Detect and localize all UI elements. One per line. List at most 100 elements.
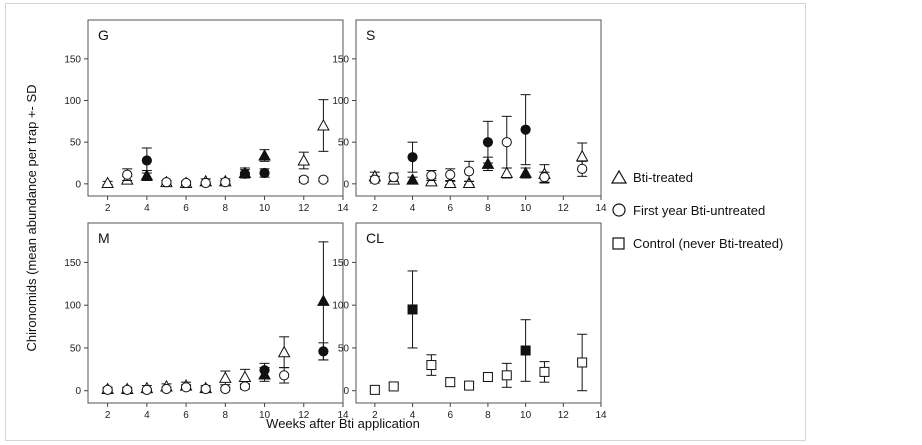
x-tick-label: 2 [105,203,111,214]
y-tick-label: 0 [75,179,81,190]
y-tick-label: 50 [338,343,350,354]
legend-label-bti-treated: Bti-treated [633,170,693,185]
y-tick-label: 150 [332,54,349,65]
triangle-point [317,294,330,306]
square-point [388,381,399,392]
circle-point [463,166,475,177]
triangle-point [101,176,114,188]
square-point [539,366,550,377]
x-tick-label: 8 [485,410,491,421]
square-point [407,304,418,315]
panel-label: G [98,27,109,43]
circle-point [122,169,133,180]
x-tick-label: 8 [223,410,229,421]
circle-point [318,346,329,357]
y-axis-title: Chironomids (mean abundance per trap +- … [24,84,39,351]
x-tick-label: 12 [298,203,310,214]
x-tick-label: 4 [144,203,150,214]
triangle-point [277,345,291,358]
square-series [369,270,588,395]
x-tick-label: 6 [183,203,189,214]
y-tick-label: 0 [343,386,349,397]
circle-point [180,177,192,189]
circle-point [161,383,172,395]
x-tick-label: 6 [447,203,453,214]
circle-point [180,382,192,393]
triangle-point [406,173,419,185]
circle-point [200,177,211,189]
circle-point [239,168,251,179]
circle-point [318,174,329,185]
triangle-point [297,153,311,166]
circle-point [426,170,437,181]
y-tick-label: 50 [70,343,82,354]
legend-item-first-year-untreated: First year Bti-untreated [612,203,765,218]
legend-item-bti-treated: Bti-treated [610,169,693,185]
legend-label-control: Control (never Bti-treated) [633,236,783,251]
panel-label: CL [366,230,384,246]
circle-point [369,174,380,185]
legend-label-first-year-untreated: First year Bti-untreated [633,203,765,218]
panel-frame [87,222,344,404]
triangle-point [443,176,457,188]
x-tick-label: 4 [410,203,416,214]
legend-item-control: Control (never Bti-treated) [612,236,783,251]
square-point [369,384,380,395]
y-tick-label: 100 [332,301,349,312]
circle-point [501,137,512,148]
triangle-point [317,118,330,131]
circle-point [279,370,290,381]
triangle-point [500,166,514,178]
legend-circle-marker [612,203,626,217]
square-point [577,357,588,368]
triangle-point [462,176,476,188]
triangle-point [140,168,154,181]
square-point [464,380,475,391]
circle-series [369,94,588,185]
legend: Bti-treated First year Bti-untreated Con… [610,169,783,251]
legend-square-marker [612,237,625,250]
x-tick-label: 10 [520,203,532,214]
circle-point [298,174,309,185]
circle-series [122,147,329,189]
circle-point [122,384,133,395]
x-tick-label: 2 [372,410,378,421]
panel-frame [355,19,602,197]
x-tick-label: 12 [558,203,570,214]
circle-point [407,152,418,163]
y-tick-label: 100 [64,301,81,312]
square-point [445,377,456,388]
x-tick-label: 14 [595,203,607,214]
circle-point [520,124,531,135]
x-tick-label: 10 [259,203,271,214]
circle-point [539,172,550,183]
circle-series [102,342,329,395]
circle-point [259,167,270,179]
triangle-point [258,148,271,161]
y-tick-label: 100 [332,96,349,107]
panel-frame [87,19,344,197]
y-tick-label: 100 [64,96,81,107]
x-tick-label: 4 [144,410,150,421]
circle-point [239,381,251,392]
circle-point [141,155,152,166]
y-tick-label: 150 [64,54,81,65]
circle-point [388,172,399,183]
x-tick-label: 14 [337,203,349,214]
x-tick-label: 10 [520,410,532,421]
circle-point [445,169,456,180]
square-point [520,345,531,356]
x-tick-label: 14 [337,410,349,421]
x-tick-label: 6 [447,410,453,421]
panel-cl: CL 0 50 100 150 2 4 6 8 10 12 14 [332,222,607,421]
circle-point [141,384,152,395]
square-point [482,372,493,383]
square-point [501,370,512,381]
panel-s: S 0 50 100 150 2 4 6 8 10 12 14 [332,19,607,214]
x-tick-label: 6 [183,410,189,421]
y-tick-label: 50 [70,138,82,149]
y-tick-label: 150 [64,258,81,269]
square-point [426,360,437,371]
x-tick-label: 4 [410,410,416,421]
